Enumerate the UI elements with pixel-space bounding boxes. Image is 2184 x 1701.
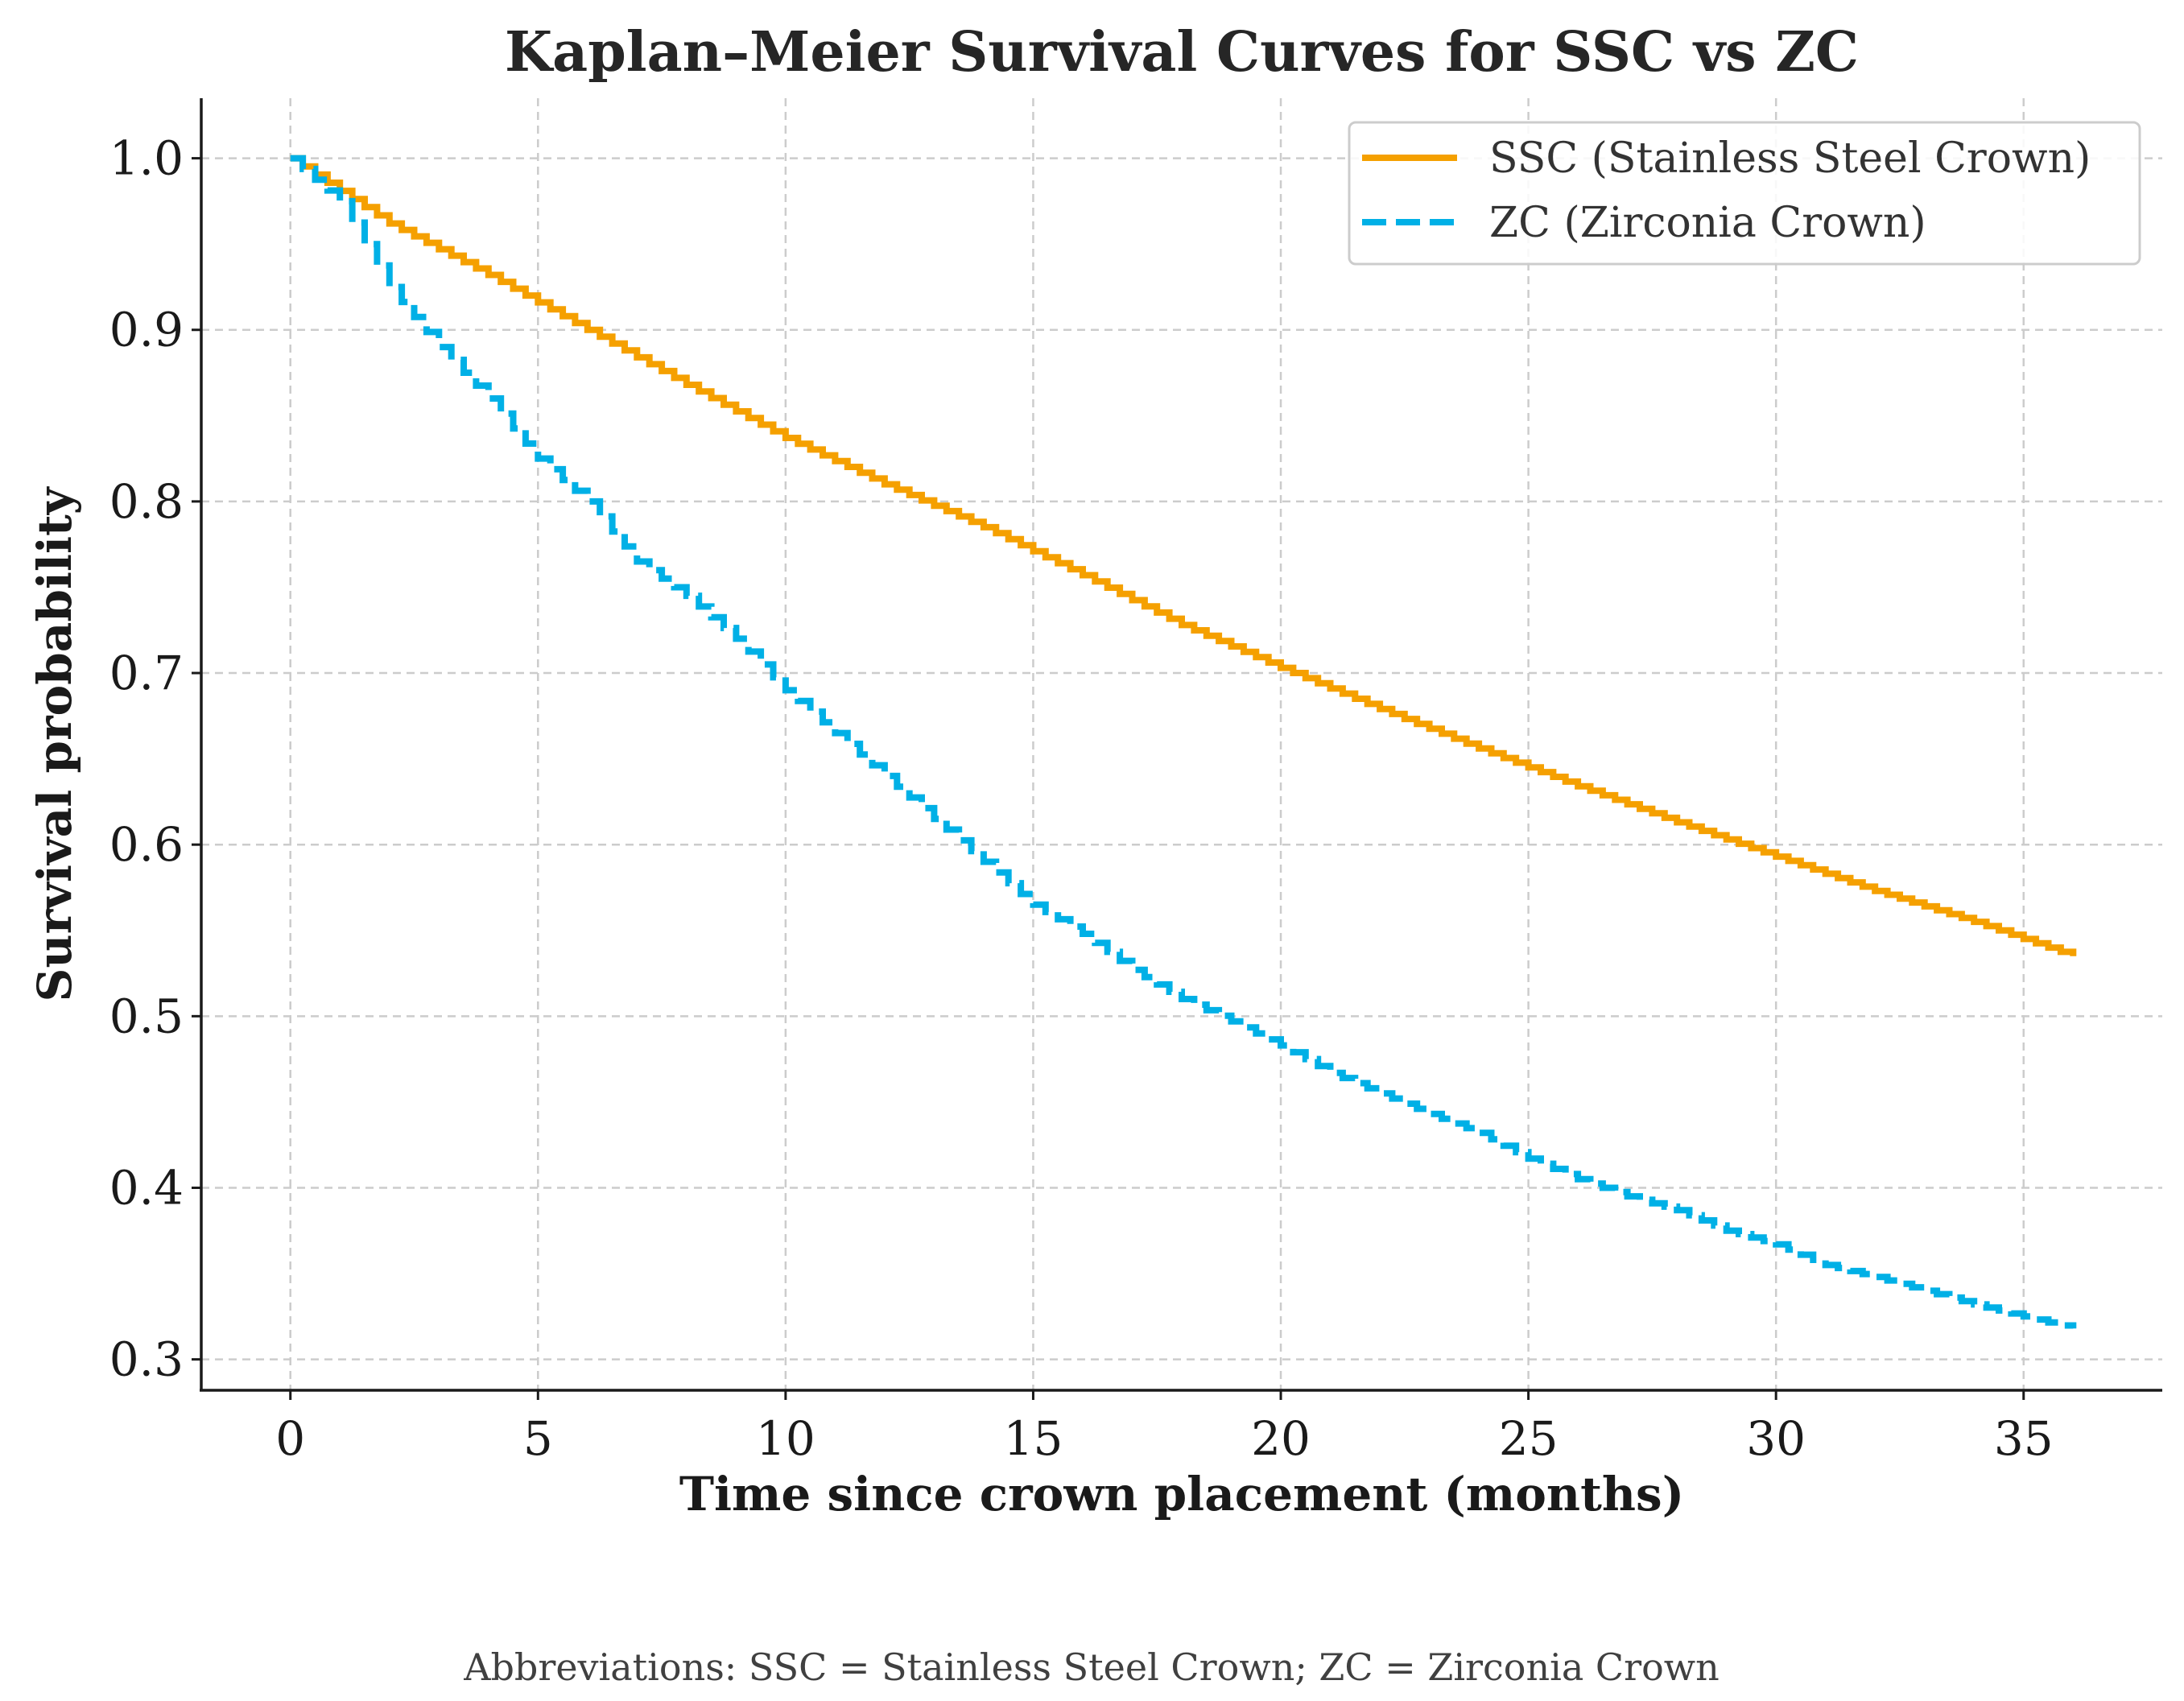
series-line-ssc [290,155,2077,956]
x-tick-label: 20 [1251,1411,1311,1466]
x-tick-label: 5 [523,1411,553,1466]
series-layer [290,155,2077,1329]
legend-box [1348,121,2141,266]
y-tick-label: 0.4 [109,1160,184,1215]
x-tick-label: 25 [1499,1411,1559,1466]
y-tick-label: 0.7 [109,646,184,700]
footnote: Abbreviations: SSC = Stainless Steel Cro… [463,1645,1720,1689]
x-tick-label: 0 [275,1411,305,1466]
legend-label-zc: ZC (Zirconia Crown) [1489,199,1926,247]
y-axis-label: Survival probability [27,485,82,1001]
y-tick-label: 0.5 [109,989,184,1043]
legend: SSC (Stainless Steel Crown) ZC (Zirconia… [1348,121,2141,266]
x-axis-label: Time since crown placement (months) [679,1467,1684,1521]
x-tick-label: 10 [756,1411,815,1466]
legend-label-ssc: SSC (Stainless Steel Crown) [1489,134,2091,183]
chart-title: Kaplan–Meier Survival Curves for SSC vs … [505,20,1859,85]
y-tick-label: 0.3 [109,1332,184,1387]
y-axis-ticks: 0.3 0.4 0.5 0.6 0.7 0.8 0.9 1.0 [109,131,201,1387]
y-tick-label: 0.8 [109,474,184,529]
y-tick-label: 0.9 [109,303,184,357]
x-axis-ticks: 0 5 10 15 20 25 30 35 [275,1390,2054,1466]
y-tick-label: 0.6 [109,817,184,872]
x-tick-label: 35 [1994,1411,2054,1466]
series-line-zc [290,155,2077,1329]
y-tick-label: 1.0 [109,131,184,186]
x-tick-label: 30 [1746,1411,1806,1466]
grid [201,98,2162,1390]
x-tick-label: 15 [1004,1411,1063,1466]
